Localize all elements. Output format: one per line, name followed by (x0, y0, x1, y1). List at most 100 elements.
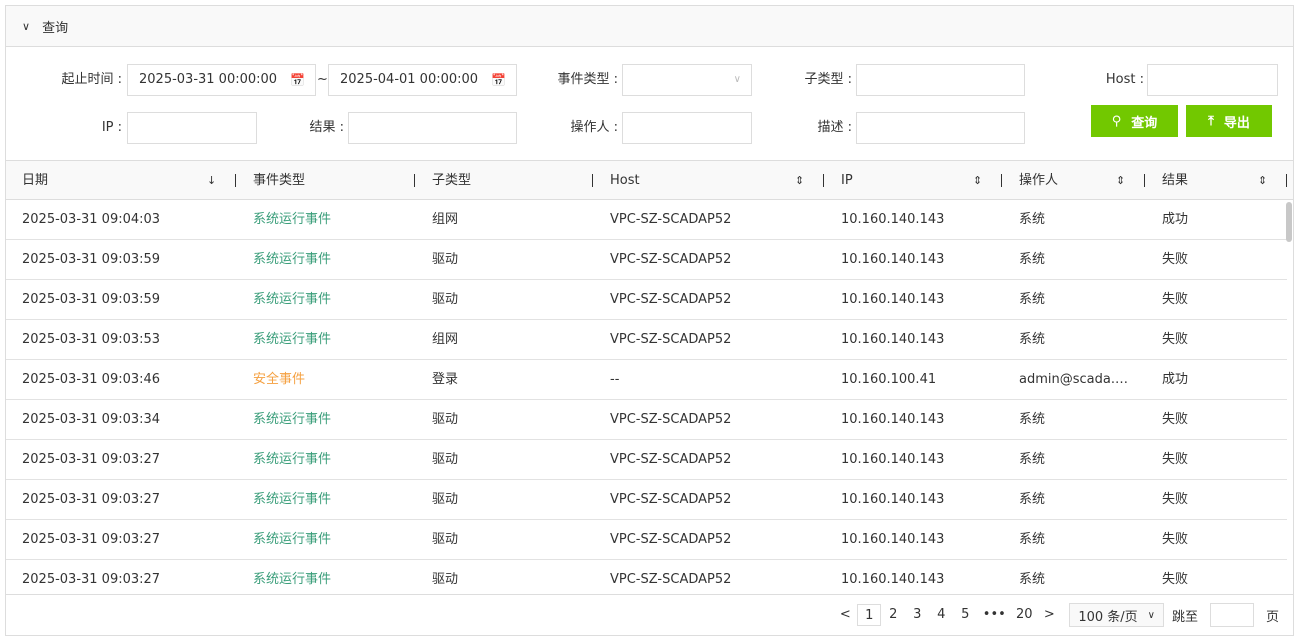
sort-desc-icon[interactable]: ↓ (207, 174, 217, 187)
sort-icon[interactable]: ⇕ (973, 174, 983, 187)
export-button[interactable]: ⤒ 导出 (1186, 105, 1272, 137)
table-row[interactable]: 2025-03-31 09:03:53 系统运行事件 组网 VPC-SZ-SCADAP… (6, 320, 1287, 360)
sort-icon[interactable]: ⇕ (1116, 174, 1126, 187)
cell-operator: 系统 (1019, 212, 1046, 227)
page-size-select[interactable]: 100 条/页 ∨ (1069, 603, 1164, 627)
chevron-down-icon: ∨ (733, 74, 741, 85)
cell-ip: 10.160.140.143 (841, 332, 945, 347)
column-header-host[interactable]: Host (610, 173, 640, 188)
cell-host: VPC-SZ-SCADAP52 (610, 452, 732, 467)
cell-date: 2025-03-31 09:04:03 (22, 212, 161, 227)
end-date-input[interactable]: 2025-04-01 00:00:00 📅 (328, 64, 517, 96)
cell-event-type: 系统运行事件 (253, 492, 332, 507)
host-input[interactable] (1147, 64, 1278, 96)
table-row[interactable]: 2025-03-31 09:03:34 系统运行事件 驱动 VPC-SZ-SCADAP… (6, 400, 1287, 440)
column-header-event-type[interactable]: 事件类型 (253, 173, 306, 188)
cell-result: 成功 (1162, 212, 1189, 227)
cell-subtype: 登录 (432, 372, 459, 387)
table-row[interactable]: 2025-03-31 09:03:59 系统运行事件 驱动 VPC-SZ-SCADAP… (6, 280, 1287, 320)
cell-operator: 系统 (1019, 292, 1046, 307)
filter-form: 起止时间 : 2025-03-31 00:00:00 📅 ~ 2025-04-01… (6, 47, 1293, 160)
column-resize-handle[interactable] (1144, 174, 1145, 187)
cell-host: VPC-SZ-SCADAP52 (610, 292, 732, 307)
table-row[interactable]: 2025-03-31 09:03:27 系统运行事件 驱动 VPC-SZ-SCADAP… (6, 480, 1287, 520)
cell-result: 失败 (1162, 532, 1189, 547)
event-type-select[interactable]: ∨ (622, 64, 752, 96)
cell-result: 失败 (1162, 332, 1189, 347)
page-3[interactable]: 3 (913, 607, 922, 622)
sort-icon[interactable]: ⇕ (795, 174, 805, 187)
chevron-down-icon: ∨ (1147, 609, 1155, 621)
cell-host: VPC-SZ-SCADAP52 (610, 212, 732, 227)
event-log-panel: ∨ 查询 起止时间 : 2025-03-31 00:00:00 📅 ~ 2025-… (5, 5, 1294, 636)
calendar-icon: 📅 (290, 73, 305, 87)
scrollbar[interactable] (1286, 202, 1292, 242)
jump-label: 跳至 (1171, 609, 1198, 625)
cell-event-type: 系统运行事件 (253, 412, 332, 427)
more-pages-icon[interactable]: ••• (982, 607, 1006, 622)
cell-ip: 10.160.100.41 (841, 372, 937, 387)
page-4[interactable]: 4 (937, 607, 946, 622)
export-button-label: 导出 (1223, 115, 1250, 131)
table-row[interactable]: 2025-03-31 09:03:46 安全事件 登录 -- 10.160.100.41… (6, 360, 1287, 400)
cell-ip: 10.160.140.143 (841, 492, 945, 507)
end-date-value: 2025-04-01 00:00:00 (340, 72, 479, 87)
cell-result: 成功 (1162, 372, 1189, 387)
table-row[interactable]: 2025-03-31 09:03:27 系统运行事件 驱动 VPC-SZ-SCADAP… (6, 560, 1287, 595)
time-label: 起止时间 : (61, 72, 122, 87)
upload-icon: ⤒ (1208, 113, 1214, 129)
page-20[interactable]: 20 (1016, 607, 1033, 622)
cell-operator: 系统 (1019, 492, 1046, 507)
cell-event-type: 系统运行事件 (253, 452, 332, 467)
result-input[interactable] (348, 112, 517, 144)
table-row[interactable]: 2025-03-31 09:04:03 系统运行事件 组网 VPC-SZ-SCADAP… (6, 200, 1287, 240)
cell-event-type: 安全事件 (253, 372, 306, 387)
cell-operator: 系统 (1019, 332, 1046, 347)
start-date-input[interactable]: 2025-03-31 00:00:00 📅 (127, 64, 316, 96)
column-resize-handle[interactable] (1286, 174, 1287, 187)
subtype-input[interactable] (856, 64, 1025, 96)
start-date-value: 2025-03-31 00:00:00 (139, 72, 278, 87)
cell-subtype: 驱动 (432, 572, 459, 587)
column-resize-handle[interactable] (1001, 174, 1002, 187)
calendar-icon: 📅 (491, 73, 506, 87)
column-header-subtype[interactable]: 子类型 (432, 173, 472, 188)
table-row[interactable]: 2025-03-31 09:03:59 系统运行事件 驱动 VPC-SZ-SCADAP… (6, 240, 1287, 280)
column-header-result[interactable]: 结果 (1162, 173, 1189, 188)
prev-page-button[interactable]: < (839, 607, 851, 622)
page-5[interactable]: 5 (961, 607, 970, 622)
cell-ip: 10.160.140.143 (841, 452, 945, 467)
operator-input[interactable] (622, 112, 752, 144)
cell-host: -- (610, 372, 620, 387)
table-header: 日期 ↓ 事件类型 子类型 Host ⇕ IP ⇕ 操作人 ⇕ 结果 ⇕ (6, 160, 1293, 200)
page-1[interactable]: 1 (857, 604, 882, 626)
cell-host: VPC-SZ-SCADAP52 (610, 572, 732, 587)
cell-event-type: 系统运行事件 (253, 252, 332, 267)
cell-ip: 10.160.140.143 (841, 212, 945, 227)
column-header-ip[interactable]: IP (841, 173, 853, 188)
column-resize-handle[interactable] (592, 174, 593, 187)
next-page-button[interactable]: > (1043, 607, 1055, 622)
table-row[interactable]: 2025-03-31 09:03:27 系统运行事件 驱动 VPC-SZ-SCADAP… (6, 520, 1287, 560)
column-resize-handle[interactable] (414, 174, 415, 187)
cell-date: 2025-03-31 09:03:27 (22, 572, 161, 587)
cell-result: 失败 (1162, 572, 1189, 587)
jump-page-input[interactable] (1209, 603, 1254, 627)
cell-result: 失败 (1162, 452, 1189, 467)
query-panel-title: 查询 (42, 20, 69, 36)
query-panel-header[interactable]: ∨ 查询 (6, 6, 1293, 47)
event-type-label: 事件类型 : (557, 72, 618, 87)
column-resize-handle[interactable] (235, 174, 236, 187)
ip-input[interactable] (127, 112, 257, 144)
cell-ip: 10.160.140.143 (841, 292, 945, 307)
ip-label: IP : (101, 120, 122, 135)
table-row[interactable]: 2025-03-31 09:03:27 系统运行事件 驱动 VPC-SZ-SCADAP… (6, 440, 1287, 480)
page-2[interactable]: 2 (889, 607, 898, 622)
sort-icon[interactable]: ⇕ (1258, 174, 1268, 187)
column-header-date[interactable]: 日期 (22, 173, 49, 188)
column-resize-handle[interactable] (823, 174, 824, 187)
column-header-operator[interactable]: 操作人 (1019, 173, 1059, 188)
description-input[interactable] (856, 112, 1025, 144)
chevron-down-icon: ∨ (22, 19, 31, 33)
query-button[interactable]: ⚲ 查询 (1091, 105, 1178, 137)
